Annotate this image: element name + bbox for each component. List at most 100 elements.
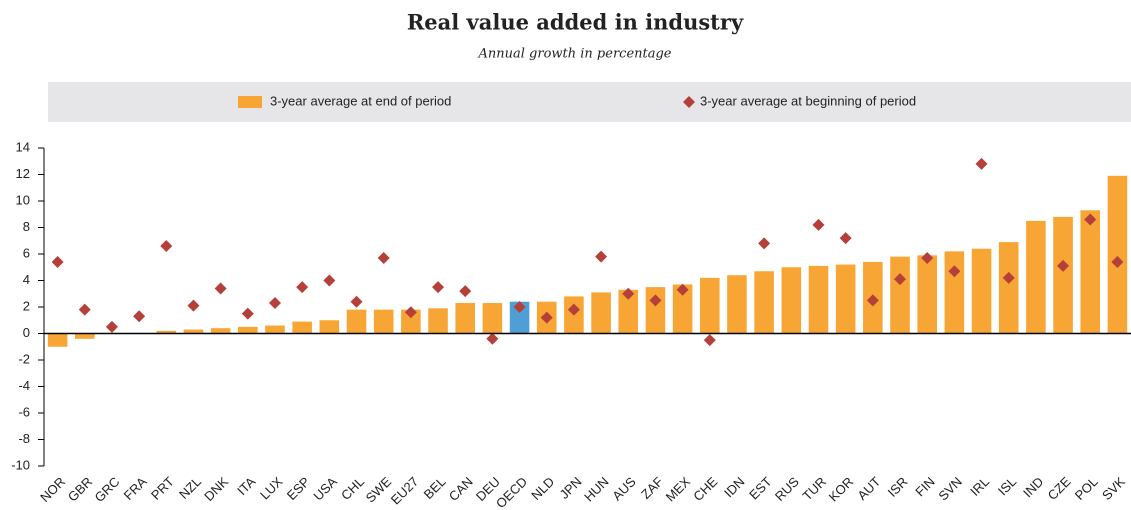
chart-subtitle: Annual growth in percentage [478,47,672,62]
diamond-marker [51,255,64,268]
bar [1053,216,1073,334]
diamond-marker [567,303,580,316]
x-tick-label: FRA [121,474,150,503]
diamond-marker [540,311,553,324]
bar [727,275,747,334]
x-tick-label: IND [1020,474,1046,500]
y-tick-label: 12 [16,166,30,181]
x-tick-label: MEX [663,474,694,505]
bar [672,284,693,334]
x-tick-label: GBR [65,474,96,505]
diamond-marker [676,283,689,296]
x-tick-label: IDN [721,474,747,500]
y-tick-label: -2 [18,351,30,366]
legend-label: 3-year average at beginning of period [700,93,916,108]
bar [373,309,394,334]
diamond-marker [133,310,146,323]
diamond-marker [649,294,662,307]
bar [890,256,910,334]
x-tick-label: CAN [446,474,476,504]
x-tick-label: RUS [772,474,802,504]
bar [618,289,639,334]
x-tick-label: IRL [967,474,992,499]
diamond-marker [703,334,716,347]
x-tick-label: OECD [493,474,530,510]
y-tick-label: 2 [23,298,30,313]
x-tick-label: FIN [912,474,937,499]
y-tick-label: 8 [23,219,30,234]
bar [835,264,856,334]
x-tick-label: CHE [690,474,720,504]
bar [74,333,95,339]
bar [183,329,204,334]
x-tick-label: CHL [338,474,367,503]
bar [971,248,992,334]
bar [1107,175,1128,334]
bar [47,333,68,347]
x-tick-label: KOR [826,474,857,505]
diamond-marker [187,299,200,312]
x-tick-label: AUS [609,474,639,504]
x-tick-label: ITA [234,474,258,498]
diamond-marker [866,294,879,307]
x-tick-label: NOR [37,474,68,505]
x-tick-label: POL [1072,474,1101,503]
diamond-marker [486,332,499,345]
diamond-marker [78,303,91,316]
legend-label: 3-year average at end of period [270,93,451,108]
bar [401,309,421,334]
bar [917,255,937,334]
diamond-marker [894,273,907,286]
bar [1026,220,1046,334]
bar [700,277,720,334]
bar [265,325,285,334]
diamond-marker [975,157,988,170]
y-tick-label: -8 [18,431,30,446]
bar [455,303,475,334]
bar [238,326,258,334]
x-tick-label: ZAF [638,474,666,502]
x-tick-label: JPN [556,474,584,502]
bar [210,328,231,334]
legend-swatch [238,96,262,108]
chart-title: Real value added in industry [407,10,744,35]
diamond-marker [296,281,309,294]
y-tick-label: -6 [18,404,30,419]
diamond-marker [404,306,417,319]
bar [156,330,177,334]
x-tick-label: HUN [581,474,612,505]
diamond-marker [1057,259,1070,272]
bar [319,320,340,334]
x-tick-label: NZL [176,474,204,502]
diamond-marker [839,232,852,245]
diamond-marker [595,250,608,263]
diamond-marker [350,295,363,308]
y-tick-label: 10 [16,192,30,207]
diamond-marker [377,251,390,264]
legend-swatch [683,96,695,108]
x-tick-label: USA [310,474,340,504]
x-tick-label: AUT [854,474,883,503]
x-tick-label: PRT [148,474,177,503]
bar [998,242,1019,334]
x-tick-label: ISL [995,474,1019,498]
bar [509,301,530,334]
x-tick-label: SWE [363,474,395,506]
x-tick-label: BEL [421,474,449,502]
bar [808,265,829,334]
diamond-marker [160,240,173,253]
bar [591,292,611,334]
bar [1080,210,1101,334]
x-tick-label: DNK [201,474,231,504]
x-tick-label: ISR [885,474,911,500]
diamond-marker [921,251,934,264]
bar [944,251,965,334]
diamond-marker [1084,213,1097,226]
bar [292,321,312,334]
diamond-marker [948,265,961,278]
y-tick-label: -10 [11,457,30,472]
y-tick-label: 6 [23,245,30,260]
y-tick-label: 4 [23,272,30,287]
diamond-marker [241,307,254,320]
